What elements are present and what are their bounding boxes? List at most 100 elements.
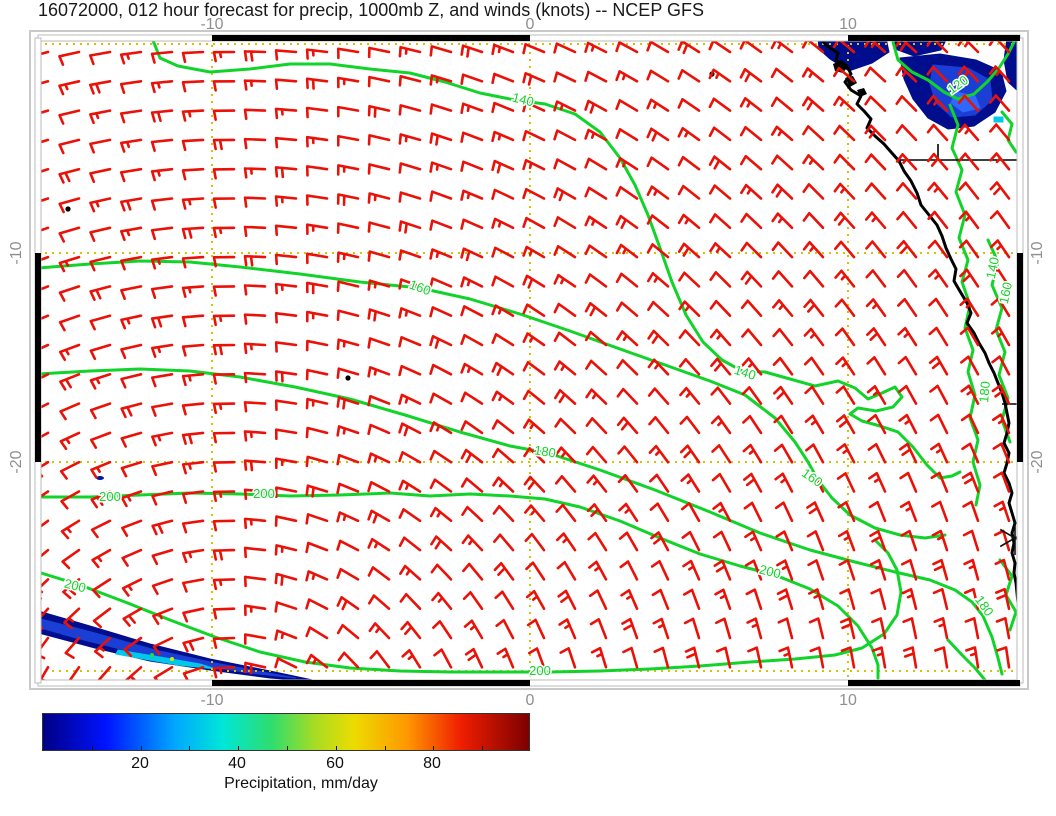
island xyxy=(857,88,867,97)
wind-barb xyxy=(897,384,918,405)
wind-barb xyxy=(682,559,701,581)
wind-barb xyxy=(181,50,205,64)
wind-barb xyxy=(89,255,112,272)
wind-barb xyxy=(336,134,360,147)
wind-barb xyxy=(367,452,391,464)
wind-barb xyxy=(929,384,949,405)
wind-barb xyxy=(957,94,980,112)
wind-barb xyxy=(336,453,360,466)
wind-barb xyxy=(367,481,391,493)
wind-barb xyxy=(806,530,825,552)
wind-barb xyxy=(400,620,422,640)
wind-barb xyxy=(622,646,639,669)
wind-barb xyxy=(491,419,515,435)
wind-barb xyxy=(677,155,701,171)
wind-barb xyxy=(305,310,329,323)
wind-barb xyxy=(714,588,732,610)
wind-barb xyxy=(957,123,980,142)
wind-barb xyxy=(678,300,701,317)
wind-barb xyxy=(336,309,360,322)
wind-barb xyxy=(90,460,112,479)
wind-barb xyxy=(839,617,856,640)
wind-barb xyxy=(181,80,205,93)
wind-barb xyxy=(305,48,329,60)
wind-barb xyxy=(433,648,453,669)
precip-region xyxy=(115,649,217,670)
wind-barb xyxy=(586,474,608,493)
wind-barb xyxy=(617,445,639,464)
wind-barb xyxy=(243,196,267,208)
wind-barb xyxy=(274,312,298,324)
wind-barb xyxy=(804,414,825,435)
wind-barb xyxy=(336,76,360,89)
wind-barb xyxy=(988,94,1011,112)
contour-label-140: 140 xyxy=(983,256,1002,280)
wind-barb xyxy=(746,617,763,640)
wind-barb xyxy=(150,373,174,388)
colorbar-minor-tick xyxy=(433,746,435,750)
wind-barb xyxy=(493,533,515,552)
wind-barb xyxy=(89,50,112,66)
wind-barb xyxy=(121,548,143,567)
wind-barb xyxy=(464,647,484,669)
wind-barb xyxy=(274,601,298,613)
wind-barb xyxy=(181,460,205,475)
wind-barb xyxy=(990,297,1011,317)
wind-barb xyxy=(902,617,918,640)
wind-barb xyxy=(958,181,980,200)
wind-barb xyxy=(429,306,453,318)
wind-barb xyxy=(336,251,360,263)
wind-barb xyxy=(742,443,763,464)
wind-barb xyxy=(181,285,205,298)
wind-barb xyxy=(151,460,174,477)
wind-barb xyxy=(584,215,608,230)
wind-barb xyxy=(59,431,81,450)
wind-barb xyxy=(989,123,1011,142)
wind-barb xyxy=(491,159,515,174)
wind-barb xyxy=(150,80,174,94)
wind-barb xyxy=(212,373,236,385)
wind-barb xyxy=(555,532,577,552)
wind-barb xyxy=(928,297,949,317)
wind-barb xyxy=(491,188,515,200)
wind-barb xyxy=(715,646,732,669)
wind-barb xyxy=(461,534,484,552)
wind-barb xyxy=(181,519,205,534)
wind-barb xyxy=(491,447,515,464)
wind-barb xyxy=(181,343,205,357)
wind-barb xyxy=(150,138,174,152)
wind-barb xyxy=(212,578,236,591)
wind-barb xyxy=(305,570,329,582)
wind-barb xyxy=(243,342,267,355)
wind-barb xyxy=(649,473,670,493)
wind-barb xyxy=(89,343,112,361)
wind-barb xyxy=(869,559,887,581)
wind-barb xyxy=(460,131,484,143)
wind-barb xyxy=(964,617,980,640)
wind-barb xyxy=(900,529,918,552)
wind-barb xyxy=(963,587,980,610)
wind-barb xyxy=(182,636,205,653)
wind-barb xyxy=(181,431,205,445)
wind-barb xyxy=(650,559,670,581)
wind-barb xyxy=(90,519,112,539)
wind-barb xyxy=(553,129,577,142)
wind-barb xyxy=(837,530,856,552)
wind-barb xyxy=(398,133,422,145)
wind-barb xyxy=(870,588,887,610)
wind-barb xyxy=(305,165,329,177)
wind-barb xyxy=(900,558,918,581)
wind-barb xyxy=(835,414,856,435)
wind-barb xyxy=(770,125,794,142)
wind-barb xyxy=(833,240,856,259)
wind-barb xyxy=(741,357,763,376)
wind-barb xyxy=(367,221,391,233)
wind-barb xyxy=(89,402,112,420)
wind-barb xyxy=(740,299,763,317)
wind-barb xyxy=(646,156,670,171)
wind-barb xyxy=(895,124,918,142)
wind-barb xyxy=(777,617,794,640)
wind-barb xyxy=(739,125,763,142)
wind-barb xyxy=(274,399,298,411)
wind-barb xyxy=(679,415,701,435)
